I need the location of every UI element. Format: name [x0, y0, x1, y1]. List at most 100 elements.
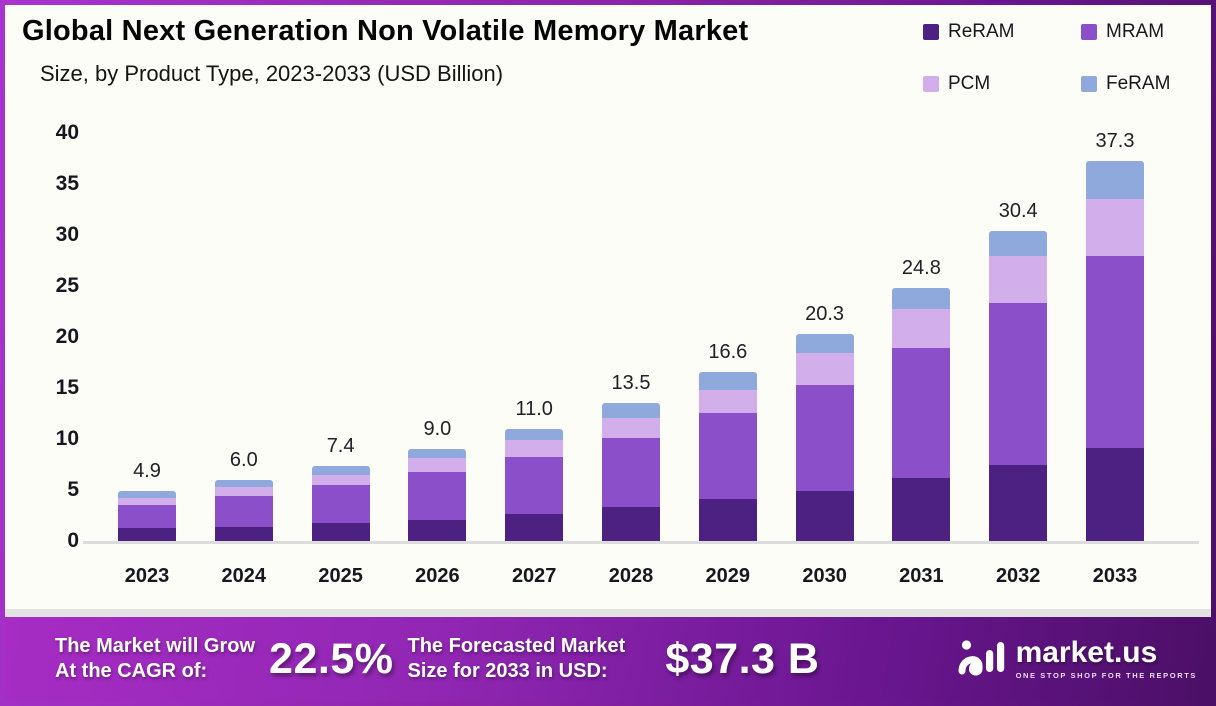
bar-2027-segment-reram [505, 514, 564, 541]
forecast-value: $37.3 B [665, 634, 820, 683]
forecast-label-line1: The Forecasted Market [407, 635, 626, 657]
bar-total-label-2033: 37.3 [1095, 129, 1135, 152]
bar-2023-segment-mram [118, 505, 176, 528]
legend-label: ReRAM [948, 21, 1015, 42]
y-axis-tick-label: 5 [67, 478, 79, 501]
legend-label: MRAM [1106, 21, 1165, 42]
bar-total-label-2028: 13.5 [611, 372, 651, 395]
bar-total-label-2027: 11.0 [515, 397, 553, 420]
forecast-label-line2: Size for 2033 in USD: [407, 660, 608, 682]
market-us-logo-icon [958, 633, 1006, 686]
legend-swatch-mram [1081, 24, 1097, 40]
bar-total-label-2025: 7.4 [326, 434, 355, 457]
x-axis-tick-label-2023: 2023 [124, 565, 170, 587]
bar-2030-segment-reram [795, 491, 854, 541]
x-axis-tick-label-2029: 2029 [705, 565, 751, 587]
x-axis-tick-label-2024: 2024 [221, 565, 267, 587]
bar-2031-segment-feram [892, 288, 951, 310]
bar-2026-segment-reram [408, 519, 467, 541]
banner-shadow [5, 609, 1211, 617]
x-axis-tick-label-2026: 2026 [415, 565, 460, 587]
bar-2027-segment-feram [505, 428, 564, 441]
bar-2025 [311, 465, 370, 541]
bar-2032-segment-feram [989, 230, 1048, 257]
chart-canvas: Global Next Generation Non Volatile Memo… [5, 5, 1211, 701]
y-axis-tick-label: 0 [67, 529, 79, 552]
x-axis-tick-label-2028: 2028 [608, 565, 654, 587]
bar-2033-segment-pcm [1086, 199, 1144, 257]
bar-2025-segment-mram [311, 484, 370, 523]
cagr-label-line1: The Market will Grow [55, 635, 256, 657]
bar-total-label-2026: 9.0 [423, 418, 452, 441]
bar-2026-segment-pcm [408, 458, 467, 472]
bar-2024-segment-reram [214, 526, 273, 541]
bar-2033-segment-reram [1086, 448, 1144, 541]
bar-2030-segment-pcm [795, 353, 854, 385]
legend-label: FeRAM [1106, 73, 1171, 94]
bar-2026-segment-mram [408, 471, 467, 520]
bar-total-label-2031: 24.8 [901, 257, 941, 280]
y-axis-tick-label: 40 [55, 121, 79, 144]
y-axis-tick-label: 20 [55, 325, 79, 348]
x-axis-tick-label-2033: 2033 [1092, 565, 1138, 587]
bar-2025-segment-reram [311, 522, 370, 541]
bar-2028-segment-pcm [602, 417, 660, 438]
bar-2029-segment-pcm [698, 390, 757, 413]
bar-2023-segment-reram [118, 527, 176, 541]
legend-item-mram: MRAM [1081, 21, 1170, 43]
bar-total-label-2030: 20.3 [805, 302, 845, 325]
bar-2027 [505, 428, 564, 541]
bar-2028-segment-mram [602, 437, 660, 508]
bar-2023 [118, 491, 176, 541]
footer-banner: The Market will Grow At the CAGR of: 22.… [5, 617, 1211, 701]
bar-2027-segment-mram [505, 457, 564, 515]
y-axis-tick-label: 35 [55, 172, 79, 195]
bar-2030-segment-feram [795, 333, 854, 354]
brand-logo: market.us ONE STOP SHOP FOR THE REPORTS [958, 633, 1197, 686]
bar-2029-segment-feram [698, 371, 757, 391]
bar-2025-segment-feram [311, 465, 370, 475]
bar-total-label-2023: 4.9 [133, 460, 161, 483]
legend-swatch-feram [1081, 76, 1097, 92]
legend-item-reram: ReRAM [923, 21, 1081, 43]
y-axis-tick-label: 25 [55, 274, 79, 297]
x-axis-tick-label-2032: 2032 [995, 565, 1041, 587]
bar-2026-segment-feram [408, 449, 467, 459]
bar-2024-segment-pcm [214, 486, 273, 497]
bar-total-label-2032: 30.4 [998, 199, 1038, 222]
legend: ReRAM MRAM PCM FeRAM [923, 21, 1170, 95]
bar-2031 [892, 288, 951, 541]
bar-2033-segment-mram [1086, 256, 1144, 449]
bar-2028-segment-reram [602, 507, 660, 541]
bar-2031-segment-mram [892, 348, 951, 478]
bar-2024 [214, 479, 273, 541]
bar-2029 [698, 371, 757, 541]
stacked-bar-chart: 0 5 10 15 20 25 30 35 40 4.9 2023 6.0 2024 7.4 2025 9.0… [5, 5, 1211, 701]
x-axis-tick-label-2025: 2025 [318, 565, 363, 587]
y-axis-tick-label: 30 [55, 223, 79, 246]
legend-item-pcm: PCM [923, 73, 1081, 95]
legend-item-feram: FeRAM [1081, 73, 1170, 95]
page-title: Global Next Generation Non Volatile Memo… [22, 15, 749, 47]
bar-2032-segment-reram [989, 464, 1048, 541]
x-axis-tick-label-2031: 2031 [899, 565, 944, 587]
bar-2029-segment-reram [698, 499, 757, 541]
x-axis-line [83, 541, 1199, 544]
bar-2028-segment-feram [602, 403, 660, 418]
bar-total-label-2029: 16.6 [708, 340, 748, 363]
legend-label: PCM [948, 73, 991, 94]
bar-2031-segment-reram [892, 477, 951, 541]
bar-2031-segment-pcm [892, 309, 951, 349]
bar-2023-segment-feram [118, 491, 176, 499]
cagr-value: 22.5% [269, 634, 394, 683]
legend-swatch-pcm [923, 76, 939, 92]
forecast-label: The Forecasted Market Size for 2033 in U… [407, 634, 625, 684]
bar-2024-segment-feram [214, 479, 273, 487]
bar-2027-segment-pcm [505, 440, 564, 458]
bar-2033 [1086, 160, 1144, 541]
bar-total-label-2024: 6.0 [229, 448, 258, 471]
cagr-label-line2: At the CAGR of: [55, 660, 208, 682]
x-axis-tick-label-2030: 2030 [802, 565, 847, 587]
bar-2029-segment-mram [698, 412, 757, 500]
